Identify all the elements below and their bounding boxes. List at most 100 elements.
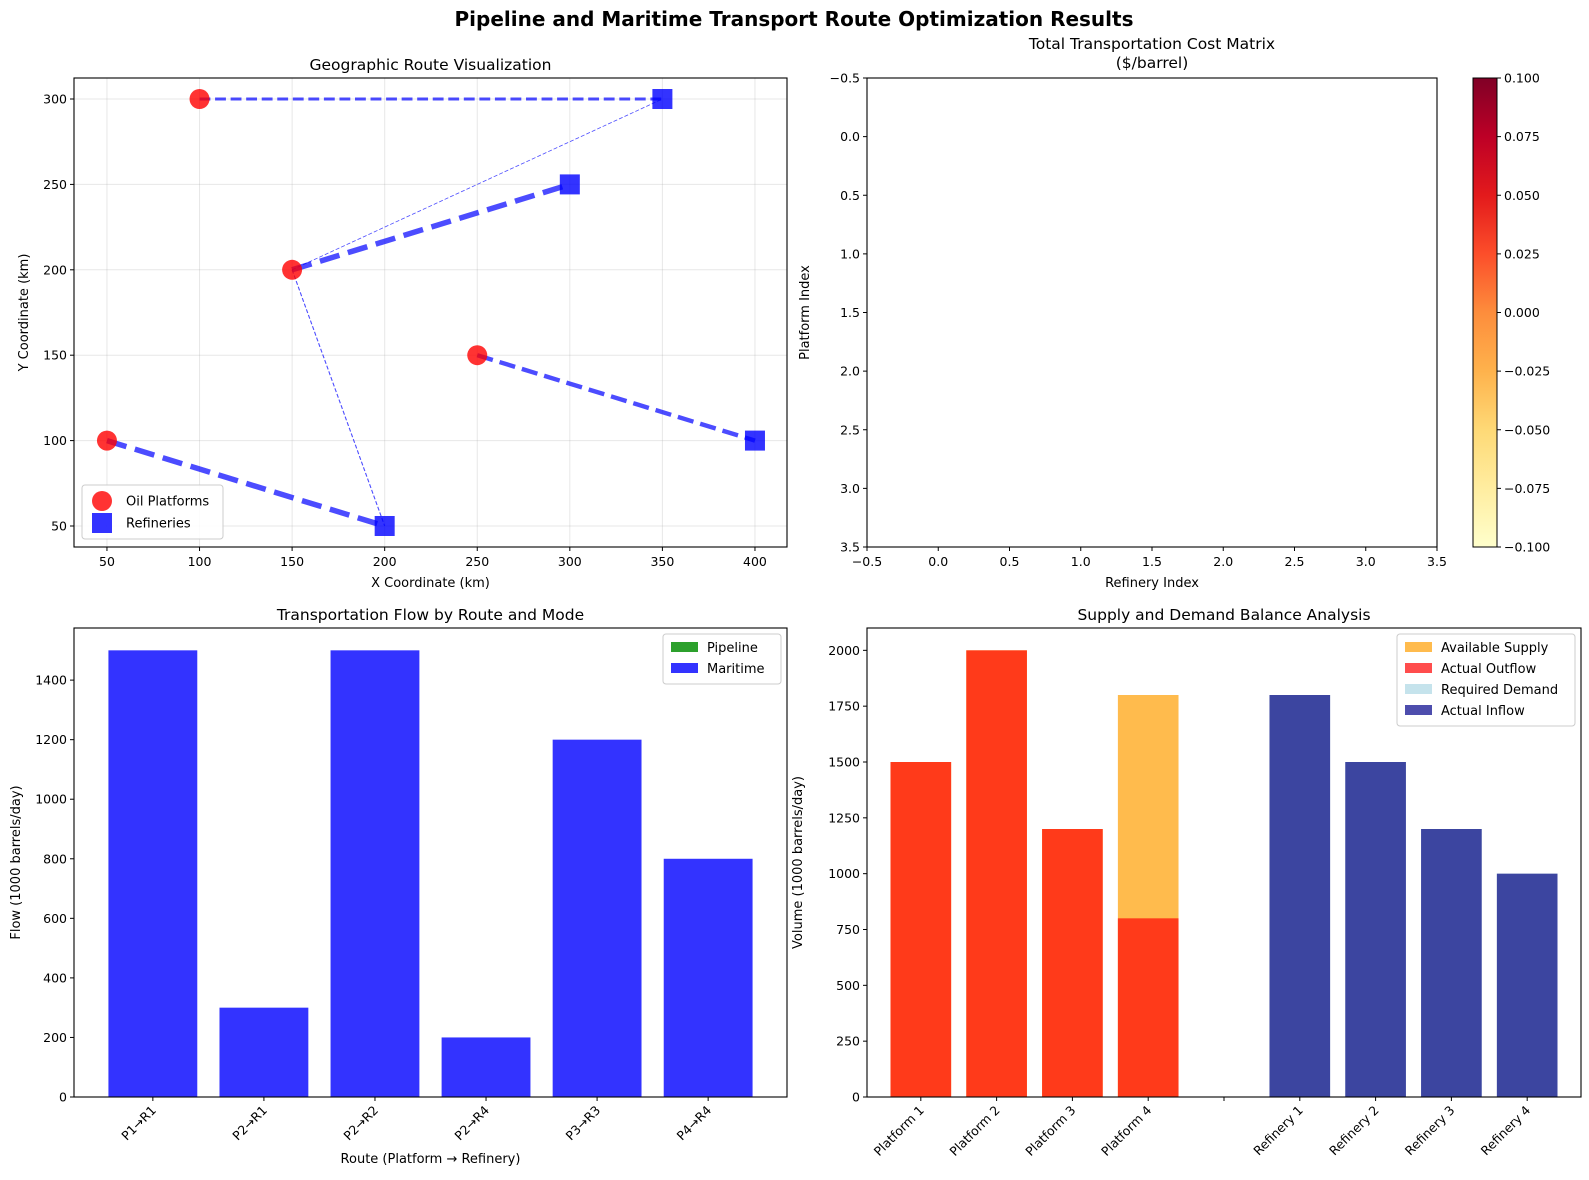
colorbar-tick-label: 0.025 (1504, 246, 1540, 261)
x-tick-label: P2→R2 (340, 1103, 381, 1144)
chart-title: Supply and Demand Balance Analysis (1077, 606, 1370, 624)
refinery-marker-r4 (652, 89, 673, 110)
colorbar-tick-label: 0.050 (1504, 188, 1540, 203)
legend-refinery-marker (92, 513, 112, 533)
bar-actual-outflow (890, 762, 952, 1097)
y-tick-label: 2000 (828, 643, 860, 658)
y-tick-label: 1000 (35, 792, 67, 807)
legend-label: Oil Platforms (126, 495, 209, 510)
colorbar-tick-label: 0.000 (1504, 305, 1540, 320)
x-tick-label: 2.5 (1285, 554, 1305, 569)
y-tick-label: 200 (43, 262, 67, 277)
legend-platform-marker (92, 491, 112, 511)
heatmap-cell (1295, 195, 1438, 312)
legend-label: Maritime (707, 662, 765, 677)
x-tick-label: Refinery 1 (1250, 1103, 1306, 1159)
route-map-panel: Geographic Route Visualization 50 100 150 20… (17, 56, 788, 591)
chart-title: Transportation Flow by Route and Mode (276, 606, 584, 624)
legend-label: Actual Outflow (1441, 662, 1537, 677)
y-tick-label: 250 (836, 1034, 860, 1049)
supply-demand-panel: Supply and Demand Balance Analysis 0 250 50… (791, 606, 1582, 1159)
y-tick-label: 2.0 (840, 364, 860, 379)
colorbar-tick-label: 0.075 (1504, 129, 1540, 144)
y-axis-label: Platform Index (798, 265, 813, 360)
route-line-p1-r1 (106, 437, 386, 529)
heatmap-cell (1152, 195, 1295, 312)
legend-swatch (671, 663, 698, 673)
heatmap-cell (1295, 78, 1438, 195)
x-tick-label: 0.5 (1000, 554, 1020, 569)
route-line-p3-r3 (476, 353, 756, 443)
colorbar-tick-label: −0.025 (1504, 364, 1550, 379)
bar-actual-inflow (1269, 695, 1331, 1097)
refinery-marker-r1 (374, 515, 395, 536)
axes-frame (866, 77, 1438, 548)
legend-label: Refineries (126, 517, 191, 532)
legend-swatch (1405, 684, 1432, 694)
legend-label: Pipeline (707, 641, 758, 656)
x-tick-label: 2.0 (1213, 554, 1233, 569)
heatmap-cell (1295, 430, 1438, 547)
x-tick-label: 0.0 (928, 554, 948, 569)
y-tick-label: 800 (43, 851, 67, 866)
figure-title: Pipeline and Maritime Transport Route Op… (455, 7, 1134, 31)
y-tick-label: 3.0 (840, 481, 860, 496)
route-line-p2-r4 (291, 98, 663, 271)
bar-actual-inflow (1496, 873, 1558, 1097)
x-tick-label: Refinery 2 (1326, 1103, 1382, 1159)
x-tick-label: Refinery 3 (1402, 1103, 1458, 1159)
x-tick-label: 3.5 (1427, 554, 1447, 569)
bar-maritime (108, 650, 198, 1097)
colorbar-tick-label: −0.075 (1504, 481, 1550, 496)
x-tick-label: P2→R1 (229, 1103, 270, 1144)
y-tick-label: 0 (852, 1090, 860, 1105)
x-tick-label: −0.5 (852, 554, 882, 569)
x-tick-label: P2→R4 (451, 1102, 492, 1143)
heatmap-cell (1152, 78, 1295, 195)
y-tick-label: 50 (51, 518, 67, 533)
x-tick-label: Platform 2 (946, 1103, 1002, 1159)
y-tick-label: 150 (43, 348, 67, 363)
platform-marker-p3 (467, 345, 488, 366)
heatmap-cell (867, 195, 1010, 312)
y-tick-label: 750 (836, 922, 860, 937)
route-line-p2-r2 (291, 181, 571, 273)
x-tick-label: 300 (558, 554, 582, 569)
heatmap-cell (867, 313, 1010, 430)
axes-frame (73, 77, 788, 548)
x-tick-label: P3→R3 (562, 1103, 603, 1144)
legend-label: Available Supply (1441, 641, 1549, 656)
bar-maritime (441, 1037, 531, 1097)
bar-maritime (552, 739, 642, 1097)
legend-swatch (1405, 642, 1432, 652)
legend-box (81, 484, 224, 540)
y-tick-label: 1750 (828, 699, 860, 714)
route-line-p2-r1 (291, 269, 386, 527)
legend-swatch (1405, 663, 1432, 673)
x-tick-label: 350 (650, 554, 674, 569)
heatmap-cell (1152, 313, 1295, 430)
colorbar-tick-label: −0.050 (1504, 422, 1550, 437)
bar-actual-inflow (1421, 829, 1482, 1097)
bar-actual-inflow (1345, 762, 1406, 1097)
y-tick-label: 100 (43, 433, 67, 448)
x-tick-label: P1→R1 (118, 1103, 159, 1144)
x-tick-label: 200 (373, 554, 397, 569)
colorbar-tick-label: 0.100 (1504, 71, 1540, 86)
legend-swatch (671, 642, 698, 652)
heatmap-cell (1295, 313, 1438, 430)
y-tick-label: 500 (836, 978, 860, 993)
axes-frame (866, 627, 1582, 1098)
y-tick-label: 1000 (828, 866, 860, 881)
heatmap-cell (867, 78, 1010, 195)
legend-label: Required Demand (1441, 683, 1558, 698)
y-tick-label: 1400 (35, 673, 67, 688)
x-tick-label: 1.0 (1071, 554, 1091, 569)
x-axis-label: X Coordinate (km) (371, 576, 490, 591)
legend-box (1396, 633, 1576, 727)
x-tick-label: 50 (99, 554, 115, 569)
bar-actual-outflow (1042, 829, 1103, 1097)
legend-swatch (1405, 705, 1432, 715)
axes-frame (73, 627, 788, 1098)
